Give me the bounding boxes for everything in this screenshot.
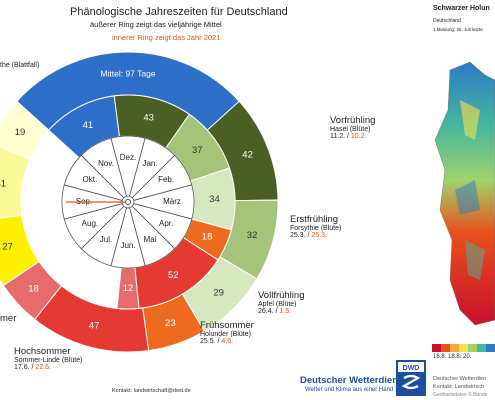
annotation-name: Hochsommer [14, 346, 71, 357]
annotation-sub: Apfel (Blüte) [258, 301, 297, 308]
map-note: 1.Meldung: 25. Juli letzte [433, 27, 483, 32]
winter-mean-label: Mittel: 97 Tage [100, 68, 155, 78]
annotation-name: Vollfrühling [258, 290, 305, 301]
outer_ring-value-8: 31 [0, 178, 6, 189]
scale-swatch-4 [468, 344, 477, 352]
month-label-6: Jun. [120, 241, 135, 250]
annotation-dates: 17.6. / 22.6. [14, 364, 51, 371]
month-label-1: Jan. [142, 159, 157, 168]
annotation-vorfruehling: Vorfrühling Hasel (Blüte) 11.2. / 10.2. [330, 115, 375, 140]
month-label-4: Apr. [159, 219, 173, 228]
spaetherbst-sub-label: the (Blattfall) [0, 62, 40, 69]
annotation-dates: 26.4. / 1.5. [258, 308, 292, 315]
month-label-5: Mai [144, 235, 157, 244]
inner_ring-value-4: 18 [202, 232, 213, 243]
annotation-sub: Hasel (Blüte) [330, 126, 371, 133]
outer_ring-value-5: 47 [89, 320, 100, 331]
chart-title: Phänologische Jahreszeiten für Deutschla… [70, 6, 288, 18]
annotation-fruehsommer: Frühsommer Holunder (Blüte) 25.5. / 4.6. [200, 320, 254, 345]
map-footer-2: Kontakt: Landwirtsch [433, 384, 485, 390]
annotation-sub: Sommer-Linde (Blüte) [14, 357, 83, 364]
annotation-name: Erstfrühling [290, 214, 339, 225]
dwd-logo-icon: DWD [396, 360, 426, 396]
month-label-3: März [163, 197, 181, 206]
annotation-dates: 11.2. / 10.2. [330, 133, 367, 140]
scale-swatch-2 [450, 344, 459, 352]
chart-subtitle-inner: innerer Ring zeigt das Jahr 2021 [112, 33, 221, 42]
month-label-8: Aug. [82, 219, 98, 228]
spaetsommer-partial-label: mer [0, 313, 17, 324]
annotation-name: Vorfrühling [330, 115, 376, 126]
scale-swatch-1 [441, 344, 450, 352]
scale-swatch-5 [477, 344, 486, 352]
map-scale-labels: 16.8. 18.8. 20. [433, 354, 472, 360]
annotation-dates: 25.3. / 25.3. [290, 232, 327, 239]
dwd-name: Deutscher Wetterdienst [300, 375, 407, 386]
center-dot [125, 199, 131, 205]
inner_ring-value-2: 37 [192, 145, 203, 156]
inner_ring-value-1: 43 [143, 113, 154, 124]
outer_ring-value-1: 42 [242, 150, 253, 161]
outer_ring-value-7: 27 [2, 241, 13, 252]
germany-phenology-map [434, 61, 495, 326]
outer_ring-value-3: 29 [213, 288, 224, 299]
dwd-logo-text: DWD [403, 365, 420, 372]
map-title: Schwarzer Holun [433, 5, 490, 12]
annotation-sub: Forsythie (Blüte) [290, 225, 342, 232]
scale-swatch-0 [432, 344, 441, 352]
inner_ring-value-5: 52 [168, 270, 179, 281]
contact-text: Kontakt: landwirtschaft@dwd.de [112, 388, 191, 394]
map-region: Deutschland [433, 18, 461, 24]
inner_ring-value-3: 34 [209, 194, 220, 205]
annotation-erstfruehling: Erstfrühling Forsythie (Blüte) 25.3. / 2… [290, 214, 341, 239]
month-label-11: Nov. [98, 159, 114, 168]
month-label-10: Okt. [83, 175, 98, 184]
month-label-7: Jul. [100, 235, 112, 244]
annotation-hochsommer: Hochsommer Sommer-Linde (Blüte) 17.6. / … [14, 346, 82, 371]
outer_ring-value-4: 23 [165, 318, 176, 329]
map-footer-3: Geobasisdaten © Bunde [433, 392, 488, 398]
scale-swatch-3 [459, 344, 468, 352]
chart-subtitle-outer: äußerer Ring zeigt das vieljährige Mitte… [90, 20, 222, 29]
map-color-scale [432, 344, 495, 352]
annotation-vollfruehling: Vollfrühling Apfel (Blüte) 26.4. / 1.5. [258, 290, 304, 315]
scale-swatch-6 [486, 344, 495, 352]
annotation-sub: Holunder (Blüte) [200, 331, 251, 338]
outer_ring-value-6: 18 [28, 284, 39, 295]
dwd-slogan: Wetter und Klima aus einer Hand [305, 387, 394, 393]
map-footer-1: Deutscher Wetterdien [433, 376, 487, 382]
month-label-0: Dez. [120, 153, 136, 162]
outer_ring-value-9: 19 [15, 127, 26, 138]
annotation-name: Frühsommer [200, 320, 254, 331]
month-segment-11 [80, 137, 127, 199]
inner_ring-value-0: 41 [83, 120, 94, 131]
annotation-dates: 25.5. / 4.6. [200, 338, 234, 345]
month-label-2: Feb. [158, 175, 174, 184]
inner_ring-value-6: 12 [123, 283, 134, 294]
phenology-ring-chart: 42 32 29 23 47 18 27 31 19 41 43 37 34 18 52 12 Mittel: … [0, 51, 279, 353]
outer_ring-value-2: 32 [247, 230, 258, 241]
